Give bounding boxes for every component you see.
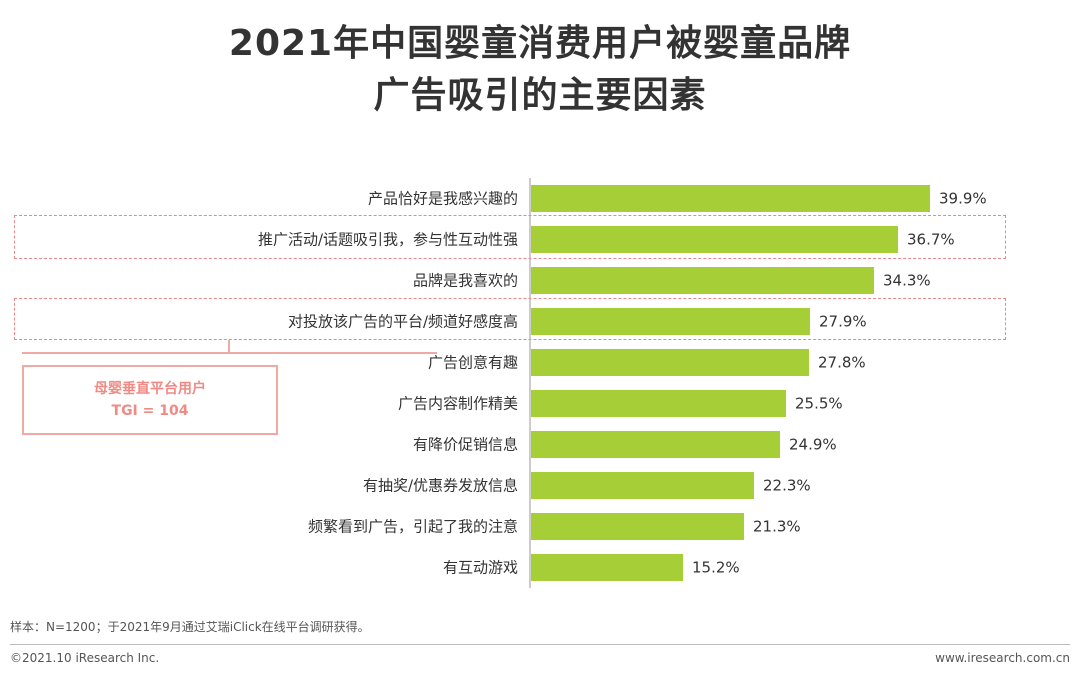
bar-chart: 产品恰好是我感兴趣的 39.9% 推广活动/话题吸引我，参与性互动性强 36.7% 品牌…: [258, 178, 987, 588]
value-label: 27.9%: [819, 313, 867, 331]
category-label: 对投放该广告的平台/频道好感度高: [288, 313, 518, 331]
category-label: 有互动游戏: [443, 559, 518, 577]
bar: [531, 349, 809, 376]
callout-tgi: TGI = 104: [111, 403, 189, 419]
category-label: 频繁看到广告，引起了我的注意: [308, 518, 518, 536]
bar: [531, 267, 874, 294]
category-label: 品牌是我喜欢的: [413, 272, 518, 290]
value-label: 34.3%: [883, 272, 931, 290]
category-label: 推广活动/话题吸引我，参与性互动性强: [258, 231, 518, 249]
category-label: 广告内容制作精美: [398, 395, 518, 413]
footer-divider: [10, 644, 1070, 645]
website-url: www.iresearch.com.cn: [935, 651, 1070, 665]
category-label: 有抽奖/优惠券发放信息: [363, 477, 518, 495]
value-label: 22.3%: [763, 477, 811, 495]
value-label: 25.5%: [795, 395, 843, 413]
bar: [531, 554, 683, 581]
sample-note: 样本：N=1200；于2021年9月通过艾瑞iClick在线平台调研获得。: [10, 620, 370, 634]
copyright: ©2021.10 iResearch Inc.: [10, 651, 160, 665]
value-label: 21.3%: [753, 518, 801, 536]
value-label: 36.7%: [907, 231, 955, 249]
chart-title-line2: 广告吸引的主要因素: [373, 75, 707, 116]
callout-connector-stem: [228, 340, 230, 352]
chart-title-line1: 2021年中国婴童消费用户被婴童品牌: [228, 23, 852, 64]
value-label: 39.9%: [939, 190, 987, 208]
highlight-box-platform: [14, 298, 1006, 340]
highlight-box-promotion: [14, 215, 1006, 259]
bar: [531, 390, 786, 417]
value-label: 27.8%: [818, 354, 866, 372]
callout-label: 母婴垂直平台用户: [94, 381, 206, 397]
category-label: 广告创意有趣: [428, 354, 518, 372]
bar: [531, 431, 780, 458]
bar: [531, 472, 754, 499]
category-label: 产品恰好是我感兴趣的: [368, 190, 518, 208]
category-label: 有降价促销信息: [413, 436, 518, 454]
bar: [531, 308, 810, 335]
callout-connector-line: [22, 352, 437, 354]
bar: [531, 185, 930, 212]
value-label: 15.2%: [692, 559, 740, 577]
bar: [531, 513, 744, 540]
value-label: 24.9%: [789, 436, 837, 454]
tgi-callout: 母婴垂直平台用户 TGI = 104: [22, 365, 278, 435]
bar: [531, 226, 898, 253]
